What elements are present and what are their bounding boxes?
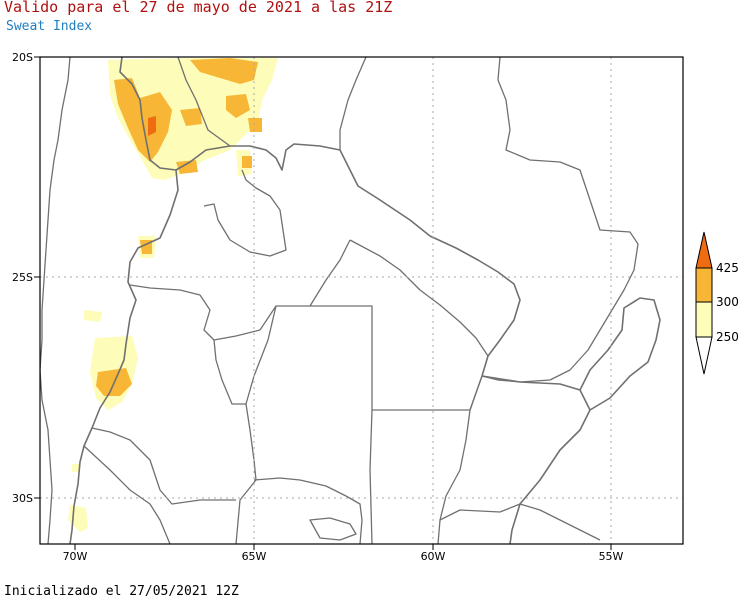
colorbar-300-bin (695, 267, 713, 303)
map-title: Valido para el 27 de mayo de 2021 a las … (4, 0, 393, 16)
colorbar-label-425: 425 (716, 261, 739, 275)
colorbar-label-300: 300 (716, 295, 739, 309)
lat-label-30s: 30S (12, 492, 33, 505)
political-borders (40, 57, 661, 544)
colorbar: 425 300 250 (695, 231, 739, 375)
lon-label-60w: 60W (421, 550, 446, 563)
map-frame (39, 56, 684, 545)
lat-label-20s: 20S (12, 51, 33, 64)
sweat-index-shading-425 (148, 116, 156, 136)
map-subtitle: Sweat Index (6, 19, 93, 34)
colorbar-bottom-arrow (695, 336, 713, 375)
axis-ticks (34, 56, 612, 550)
lat-lon-grid (40, 57, 683, 544)
init-time-label: Inicializado el 27/05/2021 12Z (4, 584, 239, 599)
lon-label-65w: 65W (242, 550, 267, 563)
lat-label-25s: 25S (12, 271, 33, 284)
colorbar-label-250: 250 (716, 330, 739, 344)
lon-label-70w: 70W (63, 550, 88, 563)
colorbar-250-bin (695, 301, 713, 338)
colorbar-top-arrow (695, 231, 713, 269)
lon-label-55w: 55W (599, 550, 624, 563)
